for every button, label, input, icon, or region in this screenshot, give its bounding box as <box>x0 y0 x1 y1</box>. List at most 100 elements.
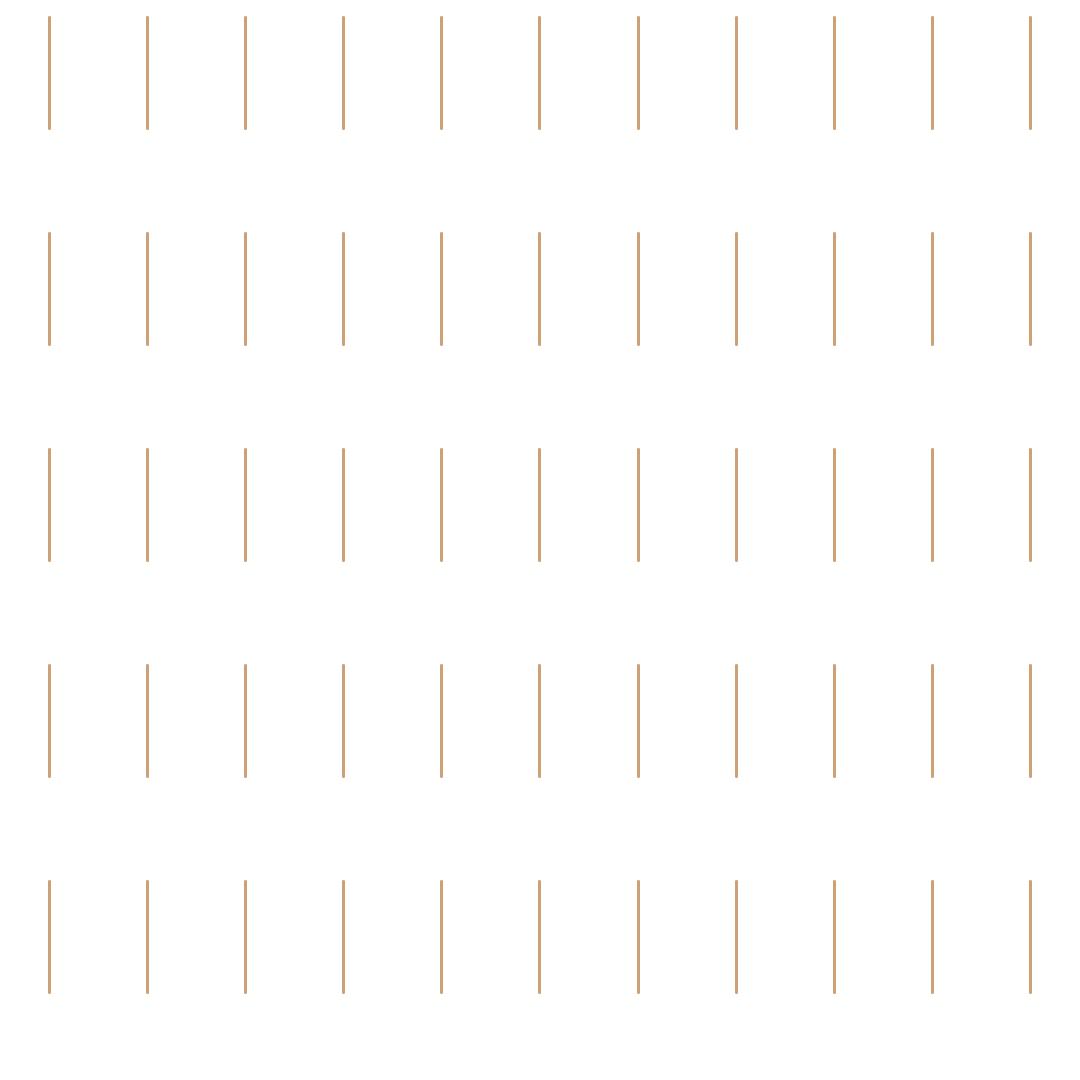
catalog-item <box>295 432 393 648</box>
calligraphy-stem <box>931 664 935 778</box>
calligraphy-art <box>785 440 883 580</box>
catalog-item <box>196 864 294 1080</box>
calligraphy-art <box>884 872 982 1012</box>
catalog-item <box>393 0 491 216</box>
calligraphy-art <box>687 872 785 1012</box>
calligraphy-art <box>589 440 687 580</box>
catalog-row <box>0 648 1080 864</box>
calligraphy-art <box>98 872 196 1012</box>
calligraphy-art <box>491 440 589 580</box>
calligraphy-art <box>393 8 491 148</box>
calligraphy-stem <box>145 448 149 562</box>
calligraphy-art <box>785 872 883 1012</box>
calligraphy-stem <box>636 448 640 562</box>
calligraphy-art <box>589 224 687 364</box>
catalog-item <box>0 648 98 864</box>
catalog-item <box>98 0 196 216</box>
calligraphy-art <box>687 440 785 580</box>
calligraphy-stem <box>47 448 51 562</box>
catalog-item <box>982 432 1080 648</box>
calligraphy-art <box>0 440 98 580</box>
calligraphy-stem <box>1029 880 1033 994</box>
calligraphy-art <box>98 224 196 364</box>
catalog-item <box>884 0 982 216</box>
catalog-item <box>491 864 589 1080</box>
calligraphy-art <box>295 440 393 580</box>
calligraphy-stem <box>931 448 935 562</box>
calligraphy-art <box>196 872 294 1012</box>
calligraphy-stem <box>931 16 935 130</box>
calligraphy-art <box>589 656 687 796</box>
calligraphy-art <box>884 656 982 796</box>
calligraphy-stem <box>342 16 346 130</box>
calligraphy-art <box>491 656 589 796</box>
calligraphy-stem <box>538 880 542 994</box>
calligraphy-stem <box>636 16 640 130</box>
catalog-item <box>982 216 1080 432</box>
calligraphy-stem <box>47 16 51 130</box>
calligraphy-stem <box>342 880 346 994</box>
calligraphy-stem <box>440 232 444 346</box>
calligraphy-art <box>982 872 1080 1012</box>
calligraphy-art <box>884 8 982 148</box>
calligraphy-art <box>98 8 196 148</box>
calligraphy-art <box>0 8 98 148</box>
calligraphy-stem <box>1029 232 1033 346</box>
catalog-item <box>196 432 294 648</box>
catalog-item <box>589 432 687 648</box>
calligraphy-art <box>491 224 589 364</box>
catalog-item <box>196 0 294 216</box>
calligraphy-stem <box>832 16 836 130</box>
catalog-item <box>884 432 982 648</box>
catalog-item <box>687 432 785 648</box>
catalog-item <box>0 0 98 216</box>
calligraphy-stem <box>1029 664 1033 778</box>
calligraphy-stem <box>145 664 149 778</box>
calligraphy-stem <box>145 232 149 346</box>
calligraphy-stem <box>734 232 738 346</box>
calligraphy-stem <box>832 232 836 346</box>
catalog-item <box>393 864 491 1080</box>
calligraphy-stem <box>538 664 542 778</box>
calligraphy-art <box>295 8 393 148</box>
calligraphy-stem <box>47 232 51 346</box>
calligraphy-stem <box>440 880 444 994</box>
calligraphy-art <box>98 656 196 796</box>
catalog-item <box>589 0 687 216</box>
calligraphy-stem <box>1029 448 1033 562</box>
catalog-row <box>0 0 1080 216</box>
catalog-item <box>589 648 687 864</box>
calligraphy-stem <box>734 880 738 994</box>
calligraphy-art <box>393 872 491 1012</box>
catalog-item <box>982 864 1080 1080</box>
calligraphy-stem <box>734 16 738 130</box>
catalog-item <box>491 0 589 216</box>
calligraphy-art <box>589 8 687 148</box>
calligraphy-stem <box>145 16 149 130</box>
calligraphy-stem <box>47 664 51 778</box>
calligraphy-stem <box>440 448 444 562</box>
catalog-item <box>98 216 196 432</box>
calligraphy-stem <box>243 232 247 346</box>
calligraphy-art <box>982 656 1080 796</box>
catalog-item <box>589 864 687 1080</box>
calligraphy-stem <box>440 664 444 778</box>
calligraphy-stem <box>734 448 738 562</box>
calligraphy-stem <box>342 232 346 346</box>
catalog-item <box>491 216 589 432</box>
calligraphy-art <box>785 656 883 796</box>
catalog-row <box>0 216 1080 432</box>
calligraphy-stem <box>342 664 346 778</box>
calligraphy-stem <box>636 232 640 346</box>
catalog-item <box>491 432 589 648</box>
calligraphy-stem <box>243 664 247 778</box>
catalog-item <box>196 216 294 432</box>
catalog-item <box>884 864 982 1080</box>
calligraphy-stem <box>243 880 247 994</box>
calligraphy-art <box>491 872 589 1012</box>
catalog-row <box>0 864 1080 1080</box>
catalog-item <box>295 0 393 216</box>
calligraphy-art <box>687 656 785 796</box>
